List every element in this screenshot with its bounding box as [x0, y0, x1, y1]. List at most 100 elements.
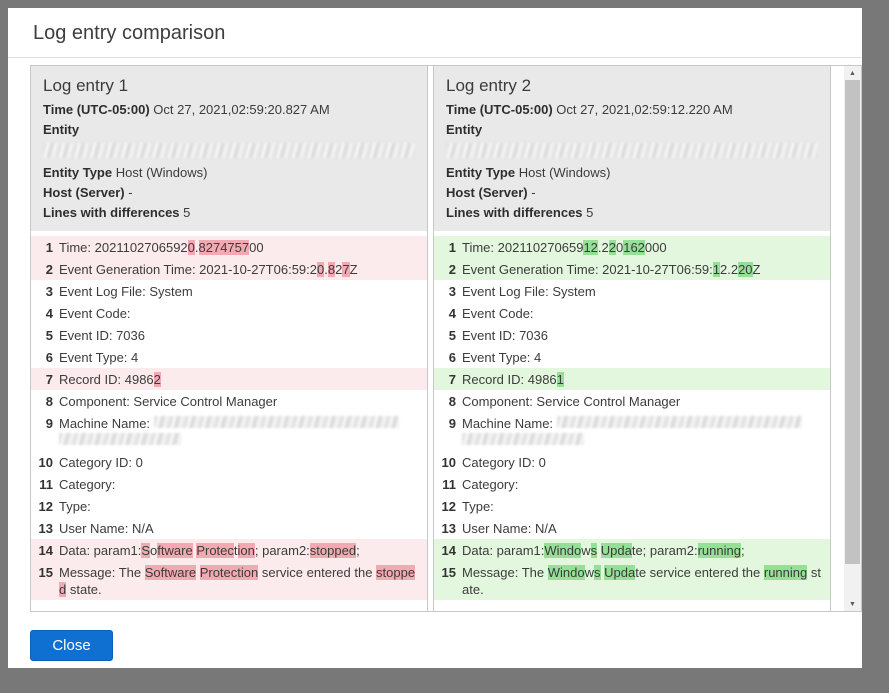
meta-item: Time (UTC-05:00) Oct 27, 2021,02:59:20.8… — [43, 102, 330, 117]
diff-mark: Software — [144, 565, 197, 580]
line-number: 11 — [39, 477, 53, 492]
line-text: Time: 20211027065920.827475700 — [59, 240, 264, 255]
line-number: 7 — [448, 372, 456, 387]
scrollbar-thumb[interactable] — [845, 80, 860, 564]
log-line: 12 Type: — [434, 495, 830, 517]
meta-item: Lines with differences 5 — [446, 205, 594, 220]
scroll-down-button[interactable]: ▼ — [844, 597, 861, 611]
meta-label: Host (Server) — [43, 185, 125, 200]
diff-mark: S — [141, 543, 151, 558]
log-line: 10 Category ID: 0 — [434, 451, 830, 473]
line-text: Component: Service Control Manager — [462, 394, 681, 409]
line-text: Event Code: — [59, 306, 131, 321]
log-line: 11 Category: — [434, 473, 830, 495]
line-number: 9 — [45, 416, 53, 431]
line-number: 3 — [448, 284, 456, 299]
line-text: Record ID: 49861 — [462, 372, 564, 387]
diff-mark: stopped — [309, 543, 357, 558]
line-number: 1 — [45, 240, 53, 255]
log-line: 3 Event Log File: System — [31, 280, 427, 302]
meta-item: Entity Type Host (Windows) — [43, 165, 208, 180]
line-text: Event Code: — [462, 306, 534, 321]
scrollbar[interactable]: ▲ ▼ — [844, 66, 861, 611]
line-text: Event Log File: System — [462, 284, 596, 299]
line-number: 15 — [441, 565, 456, 580]
line-number: 5 — [45, 328, 53, 343]
comparison-container: Log entry 1 Time (UTC-05:00) Oct 27, 202… — [30, 65, 862, 612]
line-number: 6 — [45, 350, 53, 365]
line-number: 11 — [442, 477, 456, 492]
meta-label: Entity Type — [446, 165, 516, 180]
comparison-panels: Log entry 1 Time (UTC-05:00) Oct 27, 202… — [31, 66, 844, 611]
meta-label: Entity Type — [43, 165, 113, 180]
log-line: 2 Event Generation Time: 2021-10-27T06:59… — [434, 258, 830, 280]
line-text: Event Generation Time: 2021-10-27T06:59:… — [462, 262, 761, 277]
line-text: Type: — [59, 499, 91, 514]
dialog-header: Log entry comparison — [8, 8, 862, 58]
line-text: Machine Name: — [59, 415, 421, 449]
line-text: Category ID: 0 — [462, 455, 546, 470]
line-text: Machine Name: — [462, 415, 824, 449]
scroll-up-button[interactable]: ▲ — [844, 66, 861, 80]
diff-mark: running — [697, 543, 741, 558]
dialog-title: Log entry comparison — [33, 22, 226, 44]
panel-lines: 1 Time: 20211027065920.827475700 2 Event Ge… — [31, 231, 427, 600]
meta-label: Entity — [446, 122, 483, 137]
log-line: 1 Time: 20211027065912.220162000 — [434, 236, 830, 258]
line-number: 8 — [448, 394, 456, 409]
log-line: 12 Type: — [31, 495, 427, 517]
line-number: 14 — [38, 543, 53, 558]
panel-title: Log entry 1 — [43, 76, 129, 95]
line-text: Time: 20211027065912.220162000 — [462, 240, 667, 255]
diff-mark: 12 — [583, 240, 598, 255]
diff-mark: Protec — [196, 543, 234, 558]
line-text: Event Generation Time: 2021-10-27T06:59:… — [59, 262, 358, 277]
diff-mark: 8 — [327, 262, 336, 277]
line-text: Category ID: 0 — [59, 455, 143, 470]
log-line: 5 Event ID: 7036 — [434, 324, 830, 346]
panel-header: Log entry 2 Time (UTC-05:00) Oct 27, 202… — [434, 66, 830, 231]
log-line: 9 Machine Name: — [434, 412, 830, 451]
line-number: 4 — [448, 306, 456, 321]
line-number: 10 — [38, 455, 53, 470]
log-line: 8 Component: Service Control Manager — [434, 390, 830, 412]
line-text: Record ID: 49862 — [59, 372, 161, 387]
log-line: 5 Event ID: 7036 — [31, 324, 427, 346]
log-line: 11 Category: — [31, 473, 427, 495]
line-number: 5 — [448, 328, 456, 343]
redacted-machine-name — [153, 416, 399, 428]
meta-label: Lines with differences — [43, 205, 180, 220]
panel-meta: Time (UTC-05:00) Oct 27, 2021,02:59:12.2… — [446, 100, 818, 223]
log-line: 2 Event Generation Time: 2021-10-27T06:59… — [31, 258, 427, 280]
line-text: Event Type: 4 — [462, 350, 542, 365]
diff-mark: Windo — [544, 543, 582, 558]
meta-item: Entity — [446, 120, 818, 140]
log-line: 1 Time: 20211027065920.827475700 — [31, 236, 427, 258]
log-line: 14 Data: param1:Software Protection; para… — [31, 539, 427, 561]
log-entry-panel: Log entry 1 Time (UTC-05:00) Oct 27, 202… — [31, 66, 428, 611]
meta-label: Host (Server) — [446, 185, 528, 200]
meta-item: Time (UTC-05:00) Oct 27, 2021,02:59:12.2… — [446, 102, 733, 117]
line-text: Message: The Software Protection service… — [59, 565, 416, 597]
line-number: 10 — [441, 455, 456, 470]
close-button[interactable]: Close — [30, 630, 113, 661]
meta-item: Host (Server) - — [43, 185, 133, 200]
diff-mark: 1 — [556, 372, 564, 387]
log-comparison-dialog: Log entry comparison Log entry 1 Time (U… — [8, 8, 862, 668]
redacted-machine-name — [556, 416, 802, 428]
line-number: 2 — [448, 262, 456, 277]
line-text: Data: param1:Windows Update; param2:runn… — [462, 543, 745, 558]
diff-mark: 8274757 — [198, 240, 250, 255]
line-number: 1 — [448, 240, 456, 255]
log-line: 13 User Name: N/A — [434, 517, 830, 539]
meta-label: Entity — [43, 122, 80, 137]
redacted-entity-name — [446, 143, 818, 158]
diff-mark: Windo — [547, 565, 585, 580]
redacted-machine-name — [462, 433, 584, 445]
line-number: 4 — [45, 306, 53, 321]
line-number: 12 — [38, 499, 53, 514]
line-text: Event Type: 4 — [59, 350, 139, 365]
diff-mark: ion — [237, 543, 255, 558]
line-number: 2 — [45, 262, 53, 277]
line-number: 12 — [441, 499, 456, 514]
